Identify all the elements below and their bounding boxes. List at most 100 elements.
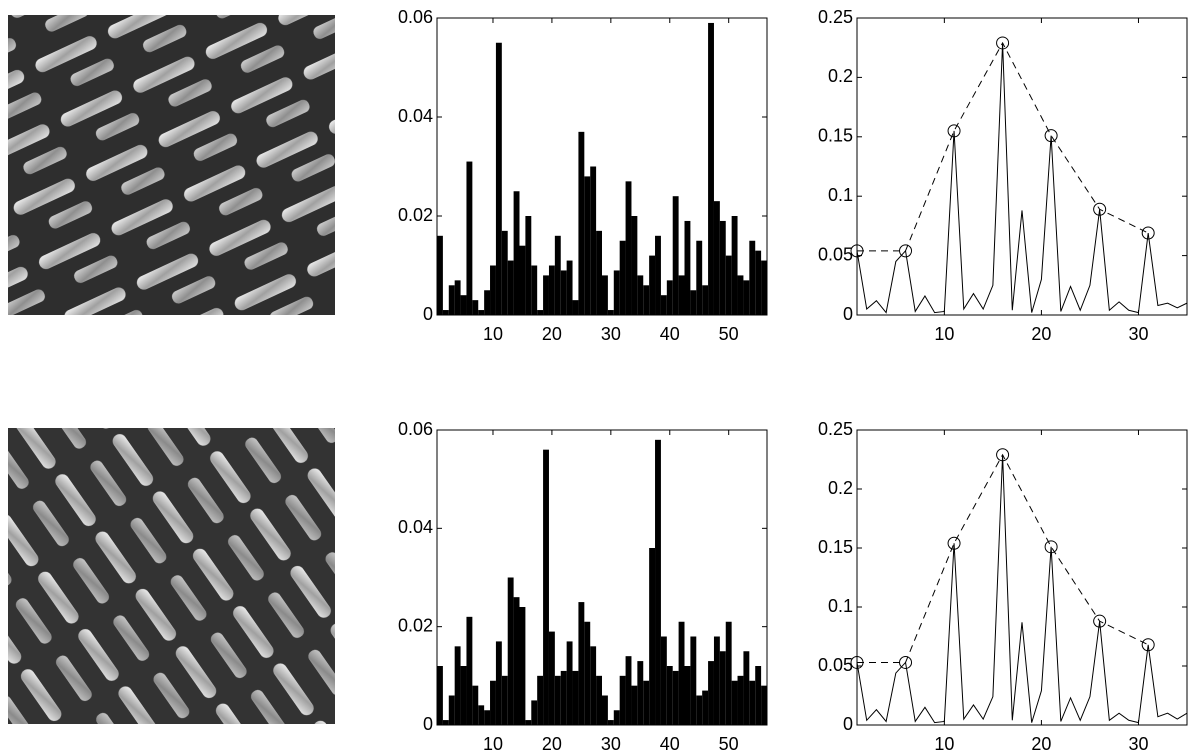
- y-tick-label: 0.05: [818, 655, 853, 675]
- x-tick-label: 40: [660, 324, 680, 344]
- y-tick-label: 0.15: [818, 537, 853, 557]
- bar: [761, 260, 767, 315]
- x-tick-label: 30: [601, 734, 621, 754]
- bar: [660, 636, 667, 725]
- x-tick-label: 40: [660, 734, 680, 754]
- bar: [554, 235, 561, 315]
- bar: [619, 675, 626, 725]
- bar: [725, 255, 732, 315]
- bar: [478, 705, 485, 725]
- bar: [466, 616, 473, 725]
- bar: [643, 680, 650, 725]
- bar: [584, 621, 591, 725]
- bar: [684, 666, 691, 725]
- x-tick-label: 30: [601, 324, 621, 344]
- texture-image: [8, 428, 335, 724]
- y-tick-label: 0.05: [818, 244, 853, 264]
- bar: [460, 295, 467, 315]
- bar: [596, 675, 602, 725]
- bar: [666, 666, 673, 725]
- bar: [560, 670, 567, 725]
- bar: [478, 310, 485, 315]
- bar: [672, 196, 679, 315]
- bar: [625, 656, 632, 725]
- bar: [490, 680, 496, 725]
- x-tick-label: 10: [934, 734, 954, 754]
- bar: [761, 685, 767, 725]
- y-tick-label: 0.02: [398, 205, 433, 225]
- x-tick-label: 20: [1031, 324, 1051, 344]
- bar: [472, 300, 479, 315]
- bar: [637, 661, 644, 725]
- x-tick-label: 30: [1128, 734, 1148, 754]
- marker: [899, 244, 913, 258]
- bar: [690, 290, 697, 315]
- y-tick-label: 0.1: [828, 185, 853, 205]
- bar: [437, 666, 443, 725]
- y-tick-label: 0.25: [818, 7, 853, 27]
- bar: [602, 695, 608, 725]
- bar: [631, 685, 638, 725]
- bar: [560, 270, 567, 315]
- bar: [566, 641, 573, 725]
- bar: [637, 275, 644, 315]
- bar: [625, 181, 632, 315]
- bar: [454, 646, 461, 725]
- bar: [719, 651, 726, 725]
- bar: [731, 680, 738, 725]
- y-tick-label: 0: [423, 304, 433, 324]
- marker: [996, 448, 1010, 462]
- bar: [566, 260, 573, 315]
- bar: [590, 166, 597, 315]
- y-tick-label: 0.25: [818, 419, 853, 439]
- y-tick-label: 0.2: [828, 66, 853, 86]
- x-tick-label: 20: [542, 734, 562, 754]
- bar: [454, 280, 461, 315]
- bar: [525, 216, 532, 315]
- bar: [655, 235, 661, 315]
- y-tick-label: 0: [843, 714, 853, 734]
- bar: [684, 220, 691, 315]
- y-tick-label: 0.06: [398, 419, 433, 439]
- x-tick-label: 10: [483, 324, 503, 344]
- marker: [1141, 638, 1155, 652]
- spectrum-line: [856, 42, 1188, 314]
- bar: [437, 235, 443, 315]
- bar: [519, 607, 526, 725]
- marker: [1044, 129, 1058, 143]
- bar: [737, 675, 744, 725]
- bar: [631, 216, 638, 315]
- y-tick-label: 0.2: [828, 478, 853, 498]
- bar: [619, 240, 626, 315]
- bar: [543, 275, 549, 315]
- marker: [1093, 202, 1107, 216]
- bar: [495, 641, 502, 725]
- bar: [678, 275, 685, 315]
- marker: [947, 536, 961, 550]
- y-tick-label: 0.04: [398, 106, 433, 126]
- bar: [501, 675, 508, 725]
- bar: [672, 670, 679, 725]
- bar: [702, 690, 709, 725]
- bar: [501, 230, 508, 315]
- bar: [719, 220, 726, 315]
- bar: [490, 265, 496, 315]
- bar: [666, 280, 673, 315]
- axes-box: [436, 429, 768, 726]
- axes-box: [856, 17, 1188, 316]
- bar: [655, 439, 661, 725]
- bar: [755, 666, 762, 725]
- y-tick-label: 0.04: [398, 517, 433, 537]
- marker: [947, 124, 961, 138]
- bar: [649, 548, 656, 725]
- x-tick-label: 10: [483, 734, 503, 754]
- bar: [660, 295, 667, 315]
- spectrum-line: [856, 454, 1188, 724]
- bar: [507, 577, 514, 725]
- bar: [702, 285, 709, 315]
- texture-image: [8, 15, 335, 315]
- bar: [731, 216, 738, 315]
- bar: [713, 636, 720, 725]
- envelope-line: [857, 453, 1149, 663]
